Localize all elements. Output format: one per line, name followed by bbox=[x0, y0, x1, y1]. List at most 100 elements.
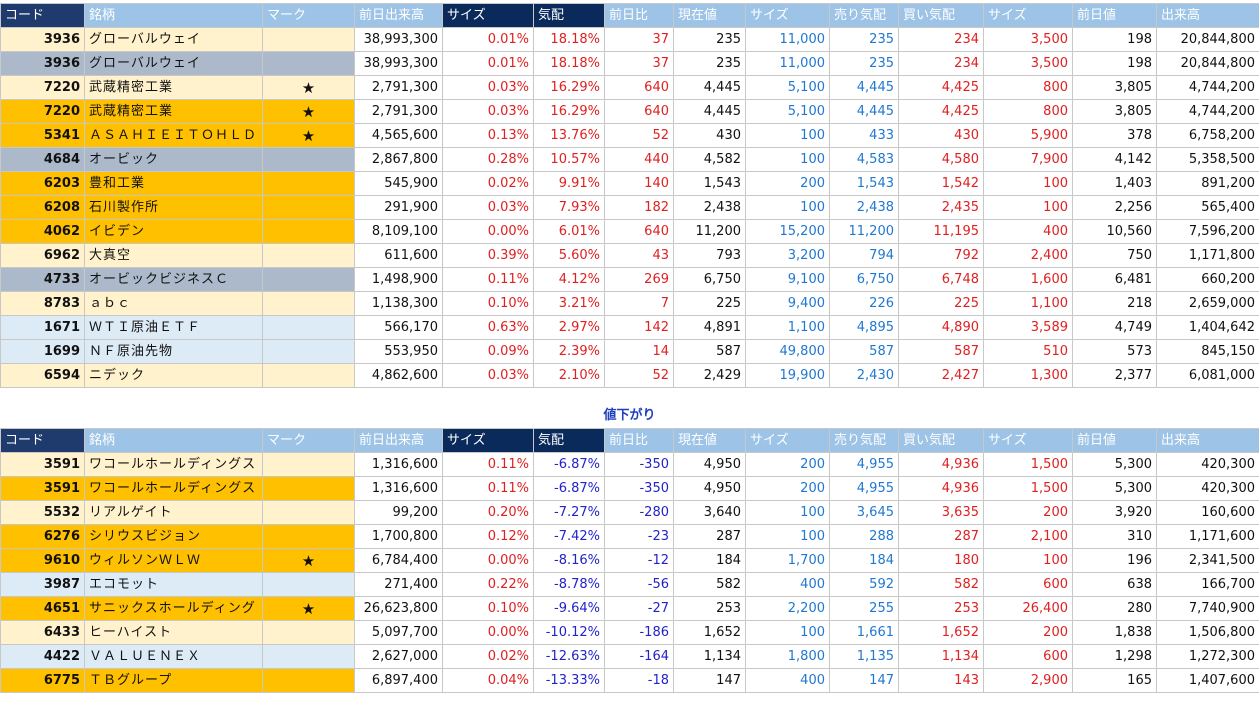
price-cell[interactable]: 1,134 bbox=[673, 644, 746, 669]
prev-volume-cell[interactable]: 38,993,300 bbox=[354, 51, 443, 76]
prev-close-cell[interactable]: 280 bbox=[1072, 596, 1157, 621]
bid-cell[interactable]: 234 bbox=[898, 27, 984, 52]
ask-cell[interactable]: 3,645 bbox=[829, 500, 899, 525]
prev-close-cell[interactable]: 1,403 bbox=[1072, 171, 1157, 196]
mark-star-icon[interactable]: ★ bbox=[262, 99, 355, 124]
volume-cell[interactable]: 6,081,000 bbox=[1156, 363, 1259, 388]
header-change[interactable]: 前日比 bbox=[604, 3, 674, 28]
quote-pct-cell[interactable]: -8.78% bbox=[533, 572, 605, 597]
bid-cell[interactable]: 2,435 bbox=[898, 195, 984, 220]
prev-volume-cell[interactable]: 4,862,600 bbox=[354, 363, 443, 388]
mark-star-icon[interactable] bbox=[262, 27, 355, 52]
price-size-cell[interactable]: 49,800 bbox=[745, 339, 830, 364]
size-pct-cell[interactable]: 0.00% bbox=[442, 548, 534, 573]
mark-star-icon[interactable] bbox=[262, 500, 355, 525]
table-row[interactable]: 3987 エコモット 271,400 0.22% -8.78% -56 582 400 592 5… bbox=[0, 572, 1259, 597]
code-cell[interactable]: 6203 bbox=[0, 171, 85, 196]
mark-star-icon[interactable] bbox=[262, 620, 355, 645]
change-cell[interactable]: 14 bbox=[604, 339, 674, 364]
price-size-cell[interactable]: 100 bbox=[745, 123, 830, 148]
prev-close-cell[interactable]: 3,920 bbox=[1072, 500, 1157, 525]
bid-size-cell[interactable]: 3,500 bbox=[983, 51, 1073, 76]
name-cell[interactable]: グローバルウェイ bbox=[84, 51, 263, 76]
quote-pct-cell[interactable]: -9.64% bbox=[533, 596, 605, 621]
ask-cell[interactable]: 11,200 bbox=[829, 219, 899, 244]
quote-pct-cell[interactable]: 4.12% bbox=[533, 267, 605, 292]
price-cell[interactable]: 147 bbox=[673, 668, 746, 693]
change-cell[interactable]: 7 bbox=[604, 291, 674, 316]
change-cell[interactable]: 640 bbox=[604, 99, 674, 124]
prev-volume-cell[interactable]: 99,200 bbox=[354, 500, 443, 525]
price-size-cell[interactable]: 11,000 bbox=[745, 51, 830, 76]
price-size-cell[interactable]: 1,800 bbox=[745, 644, 830, 669]
ask-cell[interactable]: 587 bbox=[829, 339, 899, 364]
mark-star-icon[interactable] bbox=[262, 315, 355, 340]
change-cell[interactable]: 182 bbox=[604, 195, 674, 220]
size-pct-cell[interactable]: 0.03% bbox=[442, 195, 534, 220]
quote-pct-cell[interactable]: 10.57% bbox=[533, 147, 605, 172]
name-cell[interactable]: オービック bbox=[84, 147, 263, 172]
header-size[interactable]: サイズ bbox=[983, 428, 1073, 453]
name-cell[interactable]: 豊和工業 bbox=[84, 171, 263, 196]
mark-star-icon[interactable] bbox=[262, 219, 355, 244]
price-size-cell[interactable]: 100 bbox=[745, 195, 830, 220]
table-row[interactable]: 6594 ニデック 4,862,600 0.03% 2.10% 52 2,429 19,900… bbox=[0, 363, 1259, 388]
price-cell[interactable]: 2,429 bbox=[673, 363, 746, 388]
table-row[interactable]: 4651 サニックスホールディング ★ 26,623,800 0.10% -9.64% -2… bbox=[0, 596, 1259, 621]
mark-star-icon[interactable] bbox=[262, 644, 355, 669]
header-mark[interactable]: マーク bbox=[262, 428, 355, 453]
price-size-cell[interactable]: 200 bbox=[745, 171, 830, 196]
volume-cell[interactable]: 1,506,800 bbox=[1156, 620, 1259, 645]
ask-cell[interactable]: 235 bbox=[829, 27, 899, 52]
change-cell[interactable]: 142 bbox=[604, 315, 674, 340]
bid-cell[interactable]: 225 bbox=[898, 291, 984, 316]
price-size-cell[interactable]: 1,700 bbox=[745, 548, 830, 573]
volume-cell[interactable]: 5,358,500 bbox=[1156, 147, 1259, 172]
table-row[interactable]: 4422 ＶＡＬＵＥＮＥＸ 2,627,000 0.02% -12.63% -164 1,1… bbox=[0, 644, 1259, 669]
volume-cell[interactable]: 160,600 bbox=[1156, 500, 1259, 525]
header-name[interactable]: 銘柄 bbox=[84, 428, 263, 453]
price-size-cell[interactable]: 100 bbox=[745, 620, 830, 645]
bid-size-cell[interactable]: 200 bbox=[983, 620, 1073, 645]
change-cell[interactable]: -23 bbox=[604, 524, 674, 549]
size-pct-cell[interactable]: 0.11% bbox=[442, 267, 534, 292]
mark-star-icon[interactable] bbox=[262, 363, 355, 388]
code-cell[interactable]: 3936 bbox=[0, 27, 85, 52]
size-pct-cell[interactable]: 0.13% bbox=[442, 123, 534, 148]
volume-cell[interactable]: 1,171,600 bbox=[1156, 524, 1259, 549]
size-pct-cell[interactable]: 0.02% bbox=[442, 171, 534, 196]
bid-size-cell[interactable]: 26,400 bbox=[983, 596, 1073, 621]
header-prev-close[interactable]: 前日値 bbox=[1072, 428, 1157, 453]
volume-cell[interactable]: 20,844,800 bbox=[1156, 27, 1259, 52]
bid-cell[interactable]: 180 bbox=[898, 548, 984, 573]
table-row[interactable]: 6276 シリウスビジョン 1,700,800 0.12% -7.42% -23 287 10… bbox=[0, 524, 1259, 549]
code-cell[interactable]: 9610 bbox=[0, 548, 85, 573]
name-cell[interactable]: ＶＡＬＵＥＮＥＸ bbox=[84, 644, 263, 669]
bid-size-cell[interactable]: 2,900 bbox=[983, 668, 1073, 693]
ask-cell[interactable]: 592 bbox=[829, 572, 899, 597]
size-pct-cell[interactable]: 0.01% bbox=[442, 51, 534, 76]
header-size[interactable]: サイズ bbox=[442, 428, 534, 453]
code-cell[interactable]: 1671 bbox=[0, 315, 85, 340]
bid-size-cell[interactable]: 200 bbox=[983, 500, 1073, 525]
mark-star-icon[interactable] bbox=[262, 267, 355, 292]
prev-volume-cell[interactable]: 38,993,300 bbox=[354, 27, 443, 52]
prev-close-cell[interactable]: 4,142 bbox=[1072, 147, 1157, 172]
price-cell[interactable]: 4,445 bbox=[673, 75, 746, 100]
quote-pct-cell[interactable]: -6.87% bbox=[533, 476, 605, 501]
bid-cell[interactable]: 4,890 bbox=[898, 315, 984, 340]
prev-volume-cell[interactable]: 1,316,600 bbox=[354, 476, 443, 501]
size-pct-cell[interactable]: 0.28% bbox=[442, 147, 534, 172]
mark-star-icon[interactable] bbox=[262, 171, 355, 196]
price-cell[interactable]: 582 bbox=[673, 572, 746, 597]
price-size-cell[interactable]: 400 bbox=[745, 572, 830, 597]
volume-cell[interactable]: 4,744,200 bbox=[1156, 75, 1259, 100]
header-size[interactable]: サイズ bbox=[442, 3, 534, 28]
quote-pct-cell[interactable]: -7.42% bbox=[533, 524, 605, 549]
header-quote[interactable]: 気配 bbox=[533, 3, 605, 28]
name-cell[interactable]: グローバルウェイ bbox=[84, 27, 263, 52]
code-cell[interactable]: 6276 bbox=[0, 524, 85, 549]
bid-cell[interactable]: 253 bbox=[898, 596, 984, 621]
prev-volume-cell[interactable]: 2,627,000 bbox=[354, 644, 443, 669]
price-size-cell[interactable]: 400 bbox=[745, 668, 830, 693]
